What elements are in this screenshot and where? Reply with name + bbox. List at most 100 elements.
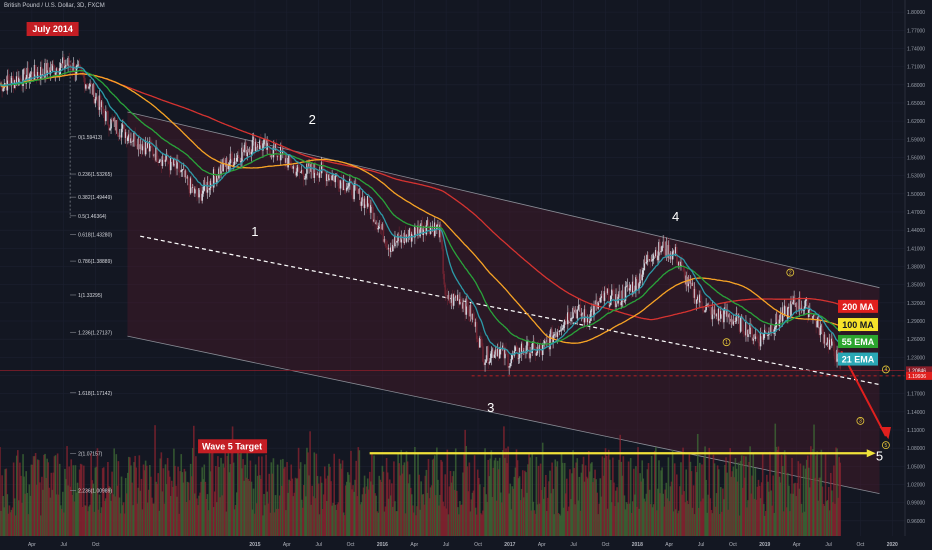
volume-bar — [228, 472, 231, 536]
y-tick-label: 1.50000 — [907, 192, 925, 198]
volume-bar — [357, 447, 360, 536]
volume-bar — [797, 461, 800, 536]
candle-body — [340, 180, 343, 182]
volume-bar — [833, 465, 835, 536]
candle-body — [134, 132, 136, 146]
candle-body — [21, 84, 23, 86]
candle-body — [778, 319, 781, 327]
volume-bar — [416, 506, 418, 536]
volume-bar — [277, 508, 280, 536]
volume-bar — [465, 446, 468, 536]
volume-bar — [736, 481, 739, 536]
candle-body — [377, 227, 380, 230]
volume-bar — [80, 464, 83, 536]
candle-body — [4, 83, 7, 85]
volume-bar — [636, 506, 638, 536]
volume-bar — [121, 505, 124, 536]
candle-body — [196, 189, 198, 196]
volume-bar — [690, 471, 693, 536]
candle-body — [731, 318, 734, 325]
candle-body — [630, 284, 633, 295]
candle-body — [6, 75, 9, 91]
volume-bar — [452, 471, 455, 536]
volume-bar — [375, 495, 377, 536]
volume-bar — [460, 505, 462, 536]
y-tick-label: 1.71000 — [907, 65, 925, 71]
volume-bar — [687, 504, 690, 536]
candle-body — [242, 147, 244, 153]
x-tick-label: Apr — [28, 542, 36, 548]
volume-bar — [507, 446, 509, 536]
candle-body — [649, 259, 652, 261]
candle-body — [462, 302, 464, 309]
candle-body — [185, 170, 188, 179]
volume-bar — [514, 467, 517, 536]
candle-body — [183, 169, 186, 178]
candle-body — [180, 169, 183, 173]
candle-body — [545, 340, 547, 342]
candle-body — [813, 314, 815, 317]
candle-body — [416, 227, 418, 236]
candle-body — [574, 309, 576, 313]
y-tick-label: 1.62000 — [907, 119, 925, 125]
minor-wave-circle — [881, 441, 890, 450]
candle-body — [348, 183, 350, 187]
volume-bar — [653, 450, 656, 536]
volume-bar — [226, 456, 229, 536]
candle-body — [393, 244, 395, 247]
volume-bar — [614, 506, 616, 536]
candle-body — [2, 88, 4, 92]
volume-bar — [467, 491, 470, 536]
legend-label: 100 MA — [842, 320, 874, 330]
candle-body — [41, 66, 43, 75]
volume-bar — [407, 483, 410, 536]
volume-bar — [442, 501, 444, 536]
volume-bar — [6, 494, 9, 536]
candle-body — [835, 359, 837, 362]
volume-bar — [509, 483, 512, 536]
candle-body — [668, 245, 671, 260]
volume-bar — [29, 495, 32, 536]
candle-body — [595, 300, 597, 305]
candle-body — [49, 67, 52, 75]
candle-body — [335, 175, 338, 176]
volume-bar — [400, 449, 403, 536]
volume-bar — [110, 500, 112, 536]
volume-bar — [72, 465, 75, 536]
candle-body — [794, 297, 796, 307]
candle-body — [641, 274, 644, 281]
candle-body — [96, 96, 99, 102]
projection-arrowhead — [879, 426, 891, 440]
candle-body — [550, 329, 552, 335]
volume-bar — [249, 460, 252, 536]
y-tick-label: 1.23000 — [907, 355, 925, 361]
candle-body — [593, 304, 595, 317]
candle-body — [398, 233, 400, 238]
price-axis: 1.800001.770001.740001.710001.680001.650… — [904, 0, 932, 550]
legend-label: 55 EMA — [842, 337, 875, 347]
candle-body — [507, 353, 509, 368]
candle-body — [621, 290, 624, 303]
volume-bar — [260, 479, 262, 536]
volume-bar — [355, 460, 358, 536]
volume-bar — [61, 508, 63, 536]
volume-bar — [274, 495, 277, 536]
volume-bar — [394, 501, 396, 536]
volume-bar — [795, 496, 798, 536]
candle-body — [493, 354, 496, 358]
candle-body — [409, 228, 412, 242]
volume-bar — [380, 481, 383, 536]
candle-body — [383, 239, 386, 242]
volume-bar — [693, 514, 696, 536]
volume-bar — [740, 455, 743, 536]
candle-body — [266, 140, 268, 150]
candle-body — [679, 262, 681, 267]
candle-body — [35, 74, 38, 79]
candle-body — [182, 169, 185, 170]
volume-bar — [247, 479, 250, 536]
volume-bar — [164, 464, 167, 536]
candle-body — [53, 65, 56, 75]
candle-body — [747, 329, 749, 337]
